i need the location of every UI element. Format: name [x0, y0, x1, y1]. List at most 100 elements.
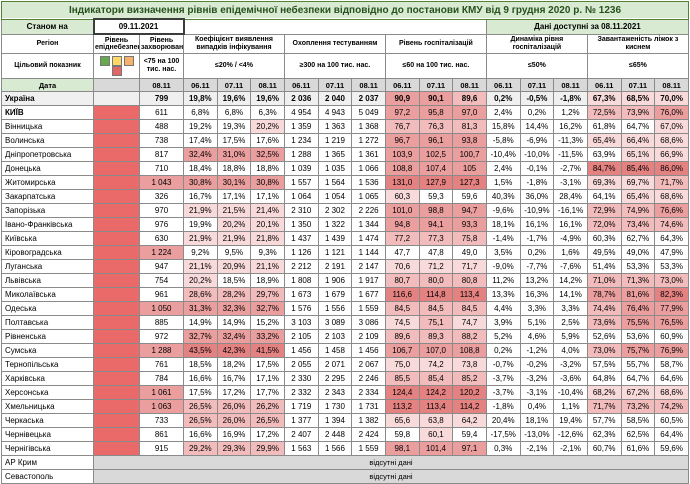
hospitalization-cell: 89,6	[384, 329, 420, 344]
dynamics-cell: 2,4%	[485, 105, 521, 120]
region-name: Миколаївська	[1, 287, 94, 302]
hospitalization-cell: 97,2	[384, 105, 420, 120]
dynamics-cell: -3,2%	[519, 371, 555, 386]
testing-cell: 1 456	[283, 343, 319, 358]
table-row: Харківська 784 16,6% 16,7% 17,1% 2 330 2 295 2 …	[1, 371, 689, 386]
hospitalization-cell: 97,0	[452, 105, 487, 120]
incidence-cell: 1 288	[139, 343, 184, 358]
oxygen-cell: 62,7%	[620, 231, 656, 246]
testing-cell: 1 065	[351, 189, 386, 204]
detection-cell: 17,4%	[183, 133, 218, 148]
testing-cell: 4 954	[283, 105, 319, 120]
detection-cell: 32,3%	[216, 301, 252, 316]
region-name: Харківська	[1, 371, 94, 386]
region-name: Запорізька	[1, 203, 94, 218]
detection-cell: 42,3%	[216, 343, 252, 358]
risk-level-cell	[93, 91, 140, 106]
region-name: Вінницька	[1, 119, 94, 134]
oxygen-cell: 68,6%	[654, 133, 689, 148]
testing-cell: 2 036	[283, 91, 319, 106]
oxygen-cell: 78,7%	[586, 287, 622, 302]
oxygen-cell: 74,9%	[620, 203, 656, 218]
region-name: Черкаська	[1, 413, 94, 428]
table-row: Хмельницька 1 063 26,5% 26,0% 26,2% 1 719 1 73…	[1, 399, 689, 414]
testing-cell: 1 361	[351, 147, 386, 162]
incidence-cell: 970	[139, 203, 184, 218]
table-row: Житомирська 1 043 30,8% 30,1% 30,8% 1 557 1 56…	[1, 175, 689, 190]
table-row: Чернігівська 915 29,2% 29,3% 29,9% 1 563 1 566…	[1, 441, 689, 456]
testing-cell: 2 424	[351, 427, 386, 442]
detection-cell: 19,6%	[216, 91, 252, 106]
detection-cell: 32,4%	[216, 329, 252, 344]
oxygen-cell: 76,0%	[654, 105, 689, 120]
date-cell: 06.11	[586, 78, 622, 92]
detection-cell: 20,9%	[216, 259, 252, 274]
hospitalization-cell: 89,3	[418, 329, 454, 344]
detection-cell: 33,2%	[250, 329, 285, 344]
region-name: Україна	[1, 91, 94, 106]
testing-cell: 5 049	[351, 105, 386, 120]
hospitalization-cell: 84,5	[418, 301, 454, 316]
dynamics-cell: 3,3%	[553, 301, 588, 316]
hospitalization-cell: 59,3	[418, 189, 454, 204]
dynamics-cell: -1,7%	[519, 231, 555, 246]
detection-cell: 16,7%	[183, 189, 218, 204]
hospitalization-cell: 71,7	[452, 259, 487, 274]
testing-cell: 1 564	[317, 175, 353, 190]
date-cell: 08.11	[351, 78, 386, 92]
risk-level-cell	[93, 259, 140, 274]
detection-cell: 30,1%	[216, 175, 252, 190]
hospitalization-cell: 90,9	[384, 91, 420, 106]
dynamics-cell: -1,2%	[519, 343, 555, 358]
testing-cell: 2 105	[283, 329, 319, 344]
dynamics-cell: 5,2%	[485, 329, 521, 344]
detection-cell: 41,5%	[250, 343, 285, 358]
dynamics-cell: 1,5%	[485, 175, 521, 190]
detection-cell: 21,5%	[216, 203, 252, 218]
testing-cell: 2 037	[351, 91, 386, 106]
risk-level-cell	[93, 343, 140, 358]
oxygen-cell: 60,9%	[654, 329, 689, 344]
detection-cell: 17,6%	[250, 133, 285, 148]
region-name: Полтавська	[1, 315, 94, 330]
hospitalization-cell: 96,7	[384, 133, 420, 148]
risk-level-cell	[93, 427, 140, 442]
incidence-cell: 972	[139, 329, 184, 344]
group-header-dynamics: Динаміка рівня госпіталізацій	[485, 33, 588, 54]
table-row: Закарпатська 326 16,7% 17,1% 17,1% 1 064 1 054…	[1, 189, 689, 204]
detection-cell: 26,5%	[250, 413, 285, 428]
hospitalization-cell: 100,7	[452, 147, 487, 162]
dynamics-cell: 3,3%	[519, 301, 555, 316]
dynamics-cell: 0,2%	[519, 105, 555, 120]
hospitalization-cell: 124,4	[384, 385, 420, 400]
risk-level-cell	[93, 371, 140, 386]
dynamics-cell: 0,2%	[519, 245, 555, 260]
hospitalization-cell: 75,8	[452, 231, 487, 246]
incidence-cell: 710	[139, 161, 184, 176]
oxygen-cell: 66,9%	[654, 147, 689, 162]
oxygen-cell: 73,0%	[586, 343, 622, 358]
threshold-oxygen: ≤65%	[586, 53, 690, 79]
risk-level-cell	[93, 147, 140, 162]
group-header-hospitalization: Рівень госпіталізацій	[384, 33, 487, 54]
dynamics-cell: -10,9%	[519, 203, 555, 218]
detection-cell: 21,4%	[250, 203, 285, 218]
testing-cell: 2 448	[317, 427, 353, 442]
region-name: Луганська	[1, 259, 94, 274]
table-row: Волинська 738 17,4% 17,5% 17,6% 1 234 1 219 1 2…	[1, 133, 689, 148]
oxygen-cell: 47,9%	[654, 245, 689, 260]
table-row: КИЇВ 611 6,8% 6,8% 6,3% 4 954 4 943 5 049 97,2 95…	[1, 105, 689, 120]
detection-cell: 19,6%	[250, 91, 285, 106]
incidence-cell: 817	[139, 147, 184, 162]
hospitalization-cell: 102,5	[418, 147, 454, 162]
testing-cell: 2 226	[351, 203, 386, 218]
hospitalization-cell: 96,1	[418, 133, 454, 148]
testing-cell: 2 055	[283, 357, 319, 372]
risk-level-cell	[93, 203, 140, 218]
oxygen-cell: 67,2%	[620, 385, 656, 400]
testing-cell: 1 556	[317, 301, 353, 316]
testing-cell: 1 322	[317, 217, 353, 232]
date-cell: 08.11	[250, 78, 285, 92]
as-of-label: Станом на	[1, 18, 94, 35]
oxygen-cell: 52,6%	[586, 329, 622, 344]
